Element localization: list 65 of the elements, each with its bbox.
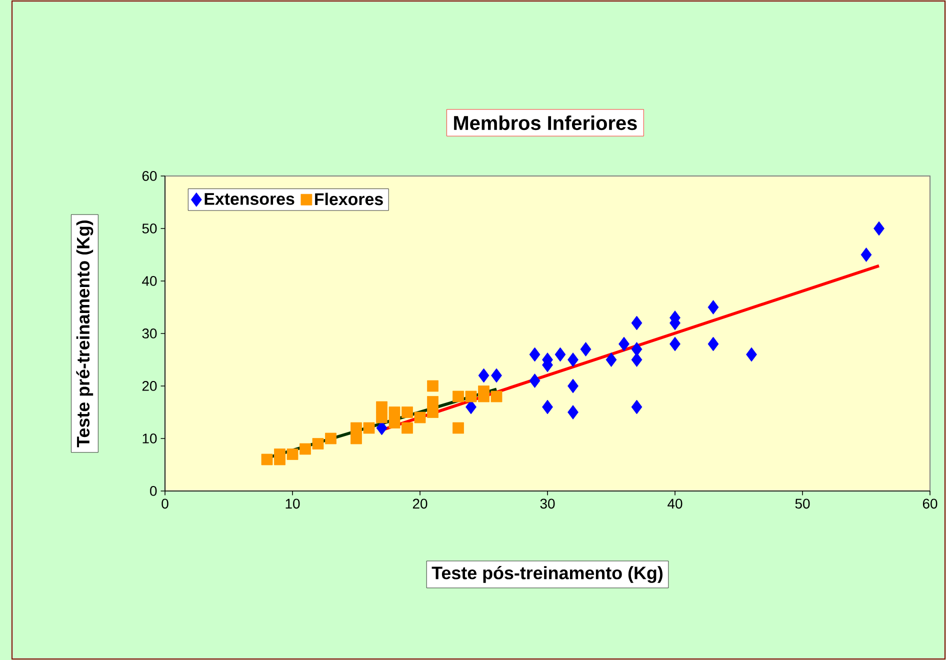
- point: [708, 300, 719, 314]
- y-tick-label: 50: [142, 224, 157, 234]
- y-tick-label: 20: [142, 381, 157, 391]
- point: [631, 352, 642, 367]
- point: [363, 422, 375, 434]
- point: [402, 422, 413, 434]
- y-tick-label: 40: [142, 276, 157, 286]
- point: [325, 432, 336, 444]
- point: [414, 412, 426, 424]
- x-tick-label: 0: [162, 498, 168, 509]
- point: [478, 368, 490, 383]
- point: [388, 406, 400, 418]
- point: [631, 316, 642, 330]
- legend-label: Flexores: [315, 192, 383, 206]
- point: [452, 422, 464, 434]
- point: [286, 448, 298, 460]
- point: [529, 347, 540, 362]
- y-axis-title: Teste pré-treinamento (Kg): [76, 220, 94, 448]
- point: [376, 401, 388, 413]
- point: [874, 221, 884, 236]
- point: [274, 448, 286, 460]
- point: [478, 390, 490, 402]
- chart-title: Membros Inferiores: [454, 115, 637, 130]
- point: [554, 347, 566, 362]
- y-tick-label: 60: [142, 171, 157, 181]
- x-tick-label: 30: [540, 498, 555, 509]
- point: [350, 432, 362, 444]
- point: [631, 342, 642, 356]
- point: [606, 352, 617, 367]
- point: [465, 390, 477, 402]
- point: [708, 336, 719, 352]
- x-tick-label: 60: [922, 498, 938, 509]
- point: [670, 336, 680, 352]
- x-tick-label: 40: [668, 498, 682, 509]
- point: [388, 417, 400, 428]
- legend-label: Extensores: [204, 193, 294, 205]
- point: [312, 438, 324, 450]
- point: [452, 390, 464, 402]
- y-tick-label: 10: [142, 434, 157, 444]
- point: [261, 454, 273, 466]
- point: [580, 342, 592, 356]
- point: [350, 422, 362, 434]
- point: [376, 412, 388, 424]
- x-tick-label: 50: [795, 498, 810, 509]
- point: [427, 380, 438, 392]
- point: [427, 396, 438, 408]
- point: [529, 374, 540, 388]
- point: [542, 400, 553, 414]
- point: [746, 347, 757, 362]
- x-tick-label: 10: [286, 498, 300, 509]
- point: [568, 405, 578, 420]
- point: [631, 400, 642, 414]
- point: [491, 368, 502, 383]
- point: [300, 443, 311, 455]
- point: [427, 406, 438, 418]
- y-tick-label: 0: [150, 486, 157, 496]
- point: [568, 352, 578, 367]
- point: [568, 378, 578, 394]
- point: [402, 406, 413, 418]
- x-axis-title: Teste pós-treinamento (Kg): [432, 566, 663, 583]
- point: [860, 248, 872, 262]
- point: [618, 336, 630, 352]
- point: [490, 390, 502, 402]
- x-tick-label: 20: [412, 498, 428, 509]
- y-tick-label: 30: [142, 328, 157, 338]
